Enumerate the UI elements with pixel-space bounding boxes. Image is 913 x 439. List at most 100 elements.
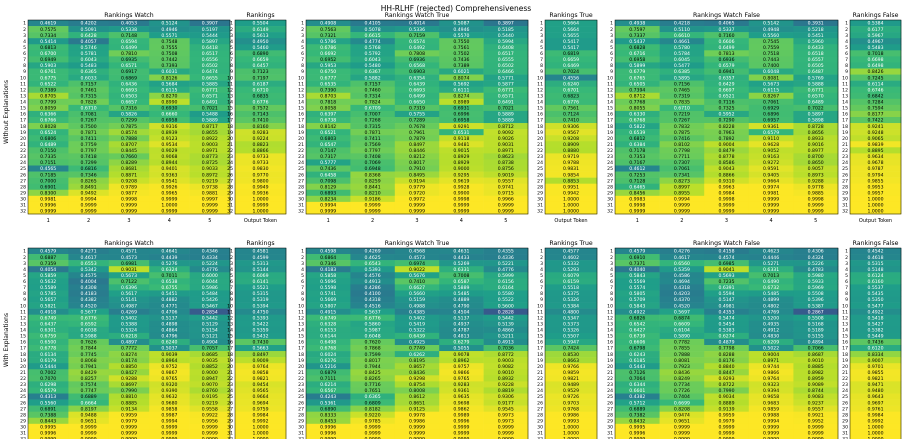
cell-value-label: 0.4802 <box>763 303 779 309</box>
cell-value-label: 0.9720 <box>409 190 425 196</box>
heatmap-cell <box>704 189 750 197</box>
y-tick-label: 8 <box>540 291 543 297</box>
heatmap-cell <box>235 92 287 100</box>
heatmap-cell <box>235 195 287 203</box>
y-tick-label: 6 <box>23 279 26 285</box>
cell-value-label: 0.9997 <box>202 197 218 203</box>
cell-value-label: 0.9996 <box>40 203 56 209</box>
cell-value-label: 0.5477 <box>674 63 690 69</box>
cell-value-label: 0.7436 <box>453 57 469 63</box>
heatmap-cell <box>28 38 69 45</box>
cell-value-label: 0.6324 <box>161 267 177 273</box>
cell-value-label: 0.7711 <box>674 154 690 160</box>
cell-value-label: 0.9323 <box>763 382 779 388</box>
heatmap-cell <box>68 254 110 261</box>
cell-value-label: 0.7315 <box>81 93 97 99</box>
cell-value-label: 0.6759 <box>40 334 56 340</box>
heatmap-cell <box>394 56 440 63</box>
heatmap-cell <box>306 393 351 400</box>
cell-value-label: 0.9125 <box>409 406 425 412</box>
cell-value-label: 0.8700 <box>808 154 824 160</box>
cell-value-label: 0.9288 <box>121 376 137 382</box>
heatmap-cell <box>850 411 902 419</box>
y-tick-label: 2 <box>610 255 613 261</box>
panel-title: Rankings <box>246 240 274 247</box>
cell-value-label: 0.5613 <box>252 33 268 39</box>
heatmap-cell <box>483 135 529 142</box>
y-tick-label: 17 <box>537 118 543 124</box>
cell-value-label: 0.5147 <box>718 297 734 303</box>
heatmap-cell <box>545 284 598 291</box>
heatmap-cell <box>545 147 598 154</box>
heatmap-cell <box>108 338 150 346</box>
y-tick-label: 15 <box>537 106 543 112</box>
cell-value-label: 0.8651 <box>409 400 425 406</box>
heatmap-cell <box>350 266 396 273</box>
y-tick-label: 6 <box>845 279 848 285</box>
heatmap-cell <box>704 296 750 303</box>
heatmap-cell <box>439 110 484 118</box>
heatmap-cell <box>28 375 69 382</box>
cell-value-label: 0.9177 <box>498 400 514 406</box>
cell-value-label: 0.6958 <box>629 57 645 63</box>
cell-value-label: 0.5315 <box>867 261 883 267</box>
cell-value-label: 0.7253 <box>629 172 645 178</box>
cell-value-label: 0.9999 <box>674 431 690 437</box>
heatmap-cell <box>68 387 110 394</box>
cell-value-label: 0.6218 <box>121 334 137 340</box>
heatmap-cell <box>189 351 231 358</box>
heatmap-cell <box>748 248 794 255</box>
heatmap-cell <box>68 110 110 118</box>
cell-value-label: 0.4579 <box>40 249 56 255</box>
heatmap-cell <box>615 381 660 388</box>
y-tick-label: 6 <box>540 51 543 57</box>
cell-value-label: 0.5994 <box>498 39 514 45</box>
cell-value-label: 0.5393 <box>252 315 268 321</box>
heatmap-cell <box>483 86 529 94</box>
y-tick-label: 7 <box>301 57 304 63</box>
heatmap-cell <box>439 345 484 352</box>
figure-title: HH-RLHF (rejected) Comprehensiveness <box>381 4 531 13</box>
panel-title: Rankings True <box>549 12 593 19</box>
heatmap-cell <box>850 92 902 100</box>
cell-value-label: 0.5189 <box>808 328 824 334</box>
heatmap-cell <box>108 411 150 419</box>
cell-value-label: 0.9004 <box>718 142 734 148</box>
cell-value-label: 0.9139 <box>718 406 734 412</box>
cell-value-label: 0.9999 <box>161 197 177 203</box>
y-tick-label: 27 <box>607 178 613 184</box>
cell-value-label: 0.9557 <box>498 178 514 184</box>
heatmap-cell <box>850 387 902 394</box>
cell-value-label: 0.4913 <box>498 340 514 346</box>
heatmap-cell <box>704 260 750 267</box>
heatmap-cell <box>545 423 598 431</box>
heatmap-cell <box>306 345 351 352</box>
cell-value-label: 0.5684 <box>161 81 177 87</box>
cell-value-label: 0.8962 <box>453 358 469 364</box>
cell-value-label: 0.6367 <box>365 69 381 75</box>
y-tick-label: 3 <box>540 261 543 267</box>
heatmap-cell <box>394 201 440 209</box>
cell-value-label: 0.6777 <box>320 75 336 81</box>
cell-value-label: 0.6557 <box>808 57 824 63</box>
cell-value-label: 0.5988 <box>81 334 97 340</box>
y-tick-label: 10 <box>607 303 613 309</box>
cell-value-label: 0.5442 <box>202 315 218 321</box>
cell-value-label: 0.8823 <box>252 142 268 148</box>
cell-value-label: 0.9830 <box>252 166 268 172</box>
heatmap-cell <box>28 177 69 184</box>
cell-value-label: 0.9009 <box>252 358 268 364</box>
cell-value-label: 1.0000 <box>252 197 268 203</box>
heatmap-cell <box>850 32 902 39</box>
heatmap-cell <box>793 363 839 370</box>
heatmap-cell <box>68 56 110 63</box>
heatmap-cell <box>659 165 705 172</box>
cell-value-label: 0.9565 <box>252 388 268 394</box>
cell-value-label: 0.7734 <box>674 382 690 388</box>
heatmap-cell <box>235 50 287 57</box>
cell-value-label: 0.4860 <box>498 328 514 334</box>
heatmap-cell <box>149 260 190 267</box>
cell-value-label: 0.9361 <box>763 124 779 130</box>
heatmap-cell <box>306 62 351 69</box>
y-tick-label: 32 <box>537 437 543 439</box>
